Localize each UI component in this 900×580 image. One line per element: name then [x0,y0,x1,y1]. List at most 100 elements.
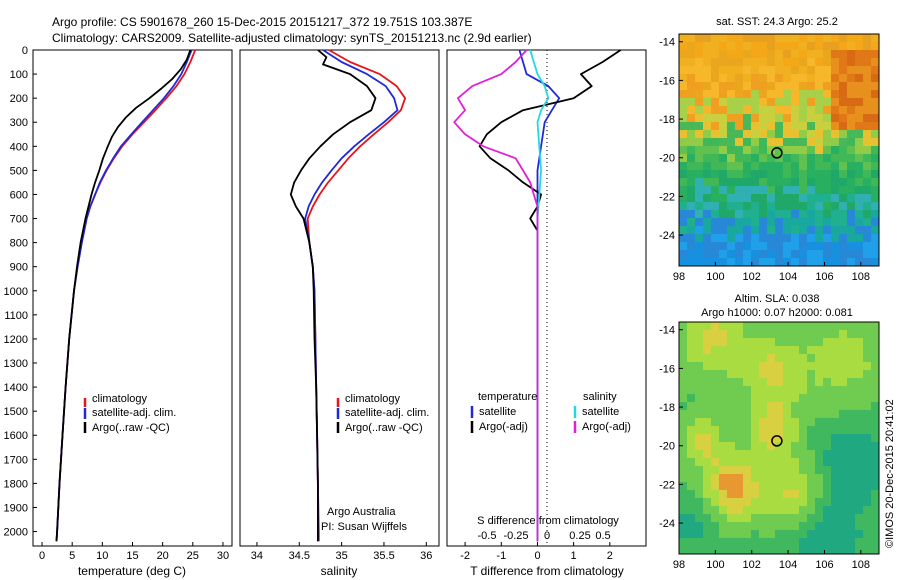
legend-label-satellite: satellite-adj. clim. [345,407,429,419]
map-cell [767,442,776,451]
lat-tick-label: -20 [659,153,675,165]
x-tick-label: 35.5 [373,550,394,562]
map-cell [831,258,840,267]
map-cell [751,378,760,387]
map-cell [823,42,832,51]
map-cell [695,338,704,347]
map-cell [855,410,864,419]
map-cell [751,362,760,371]
map-cell [783,186,792,195]
map-cell [823,426,832,435]
map-cell [775,58,784,67]
map-cell [871,34,880,43]
map-cell [751,98,760,107]
map-cell [711,410,720,419]
map-cell [711,106,720,115]
map-cell [871,426,880,435]
map-cell [743,522,752,531]
map-cell [863,202,872,211]
map-cell [695,418,704,427]
map-cell [855,378,864,387]
map-cell [679,418,688,427]
map-cell [735,522,744,531]
map-cell [871,122,880,131]
map-cell [847,546,856,555]
map-cell [815,522,824,531]
map-cell [727,106,736,115]
lon-tick-label: 106 [815,559,833,571]
annotation-argo-australia: Argo Australia [327,506,396,518]
map-cell [751,122,760,131]
map-cell [687,482,696,491]
lat-tick-label: -18 [659,114,675,126]
map-cell [871,378,880,387]
map-cell [687,178,696,187]
map-cell [815,506,824,515]
map-cell [735,466,744,475]
map-cell [863,218,872,227]
map-cell [791,338,800,347]
map-cell [695,242,704,251]
map-cell [687,522,696,531]
map-cell [687,202,696,211]
map-cell [695,258,704,267]
map-cell [863,474,872,483]
map-cell [815,146,824,155]
depth-tick-label: 1300 [4,358,28,370]
map-cell [679,50,688,59]
map-cell [679,226,688,235]
map-cell [831,122,840,131]
map-cell [679,498,688,507]
map-cell [775,82,784,91]
legend-label-climatology: climatology [92,393,148,405]
map-cell [799,234,808,243]
map-cell [799,538,808,547]
map-cell [839,258,848,267]
map-cell [783,474,792,483]
map-cell [735,482,744,491]
map-cell [807,66,816,75]
map-cell [719,322,728,331]
map-cell [863,186,872,195]
map-cell [743,122,752,131]
map-cell [767,250,776,259]
map-cell [751,530,760,539]
map-cell [719,178,728,187]
map-cell [839,354,848,363]
map-cell [679,538,688,547]
map-cell [783,354,792,363]
map-cell [711,122,720,131]
map-cell [791,402,800,411]
map-cell [695,322,704,331]
map-cell [831,154,840,163]
map-cell [807,370,816,379]
lon-tick-label: 100 [706,559,724,571]
map-cell [871,138,880,147]
map-cell [687,234,696,243]
map-cell [711,426,720,435]
map-cell [855,242,864,251]
map-cell [839,226,848,235]
map-cell [679,258,688,267]
map-cell [687,442,696,451]
map-cell [727,522,736,531]
map-cell [855,114,864,123]
map-cell [807,514,816,523]
map-cell [871,202,880,211]
map-cell [727,170,736,179]
map-cell [847,210,856,219]
map-cell [871,546,880,555]
map-cell [807,450,816,459]
map-cell [791,394,800,403]
map-cell [695,146,704,155]
map-cell [735,170,744,179]
map-cell [823,522,832,531]
map-cell [783,434,792,443]
sst-map-title: sat. SST: 24.3 Argo: 25.2 [716,16,838,28]
map-cell [847,114,856,123]
sla-map: Altim. SLA: 0.038 Argo h1000: 0.07 h2000… [659,293,880,571]
map-cell [871,50,880,59]
map-cell [719,90,728,99]
map-cell [695,122,704,131]
map-cell [687,330,696,339]
